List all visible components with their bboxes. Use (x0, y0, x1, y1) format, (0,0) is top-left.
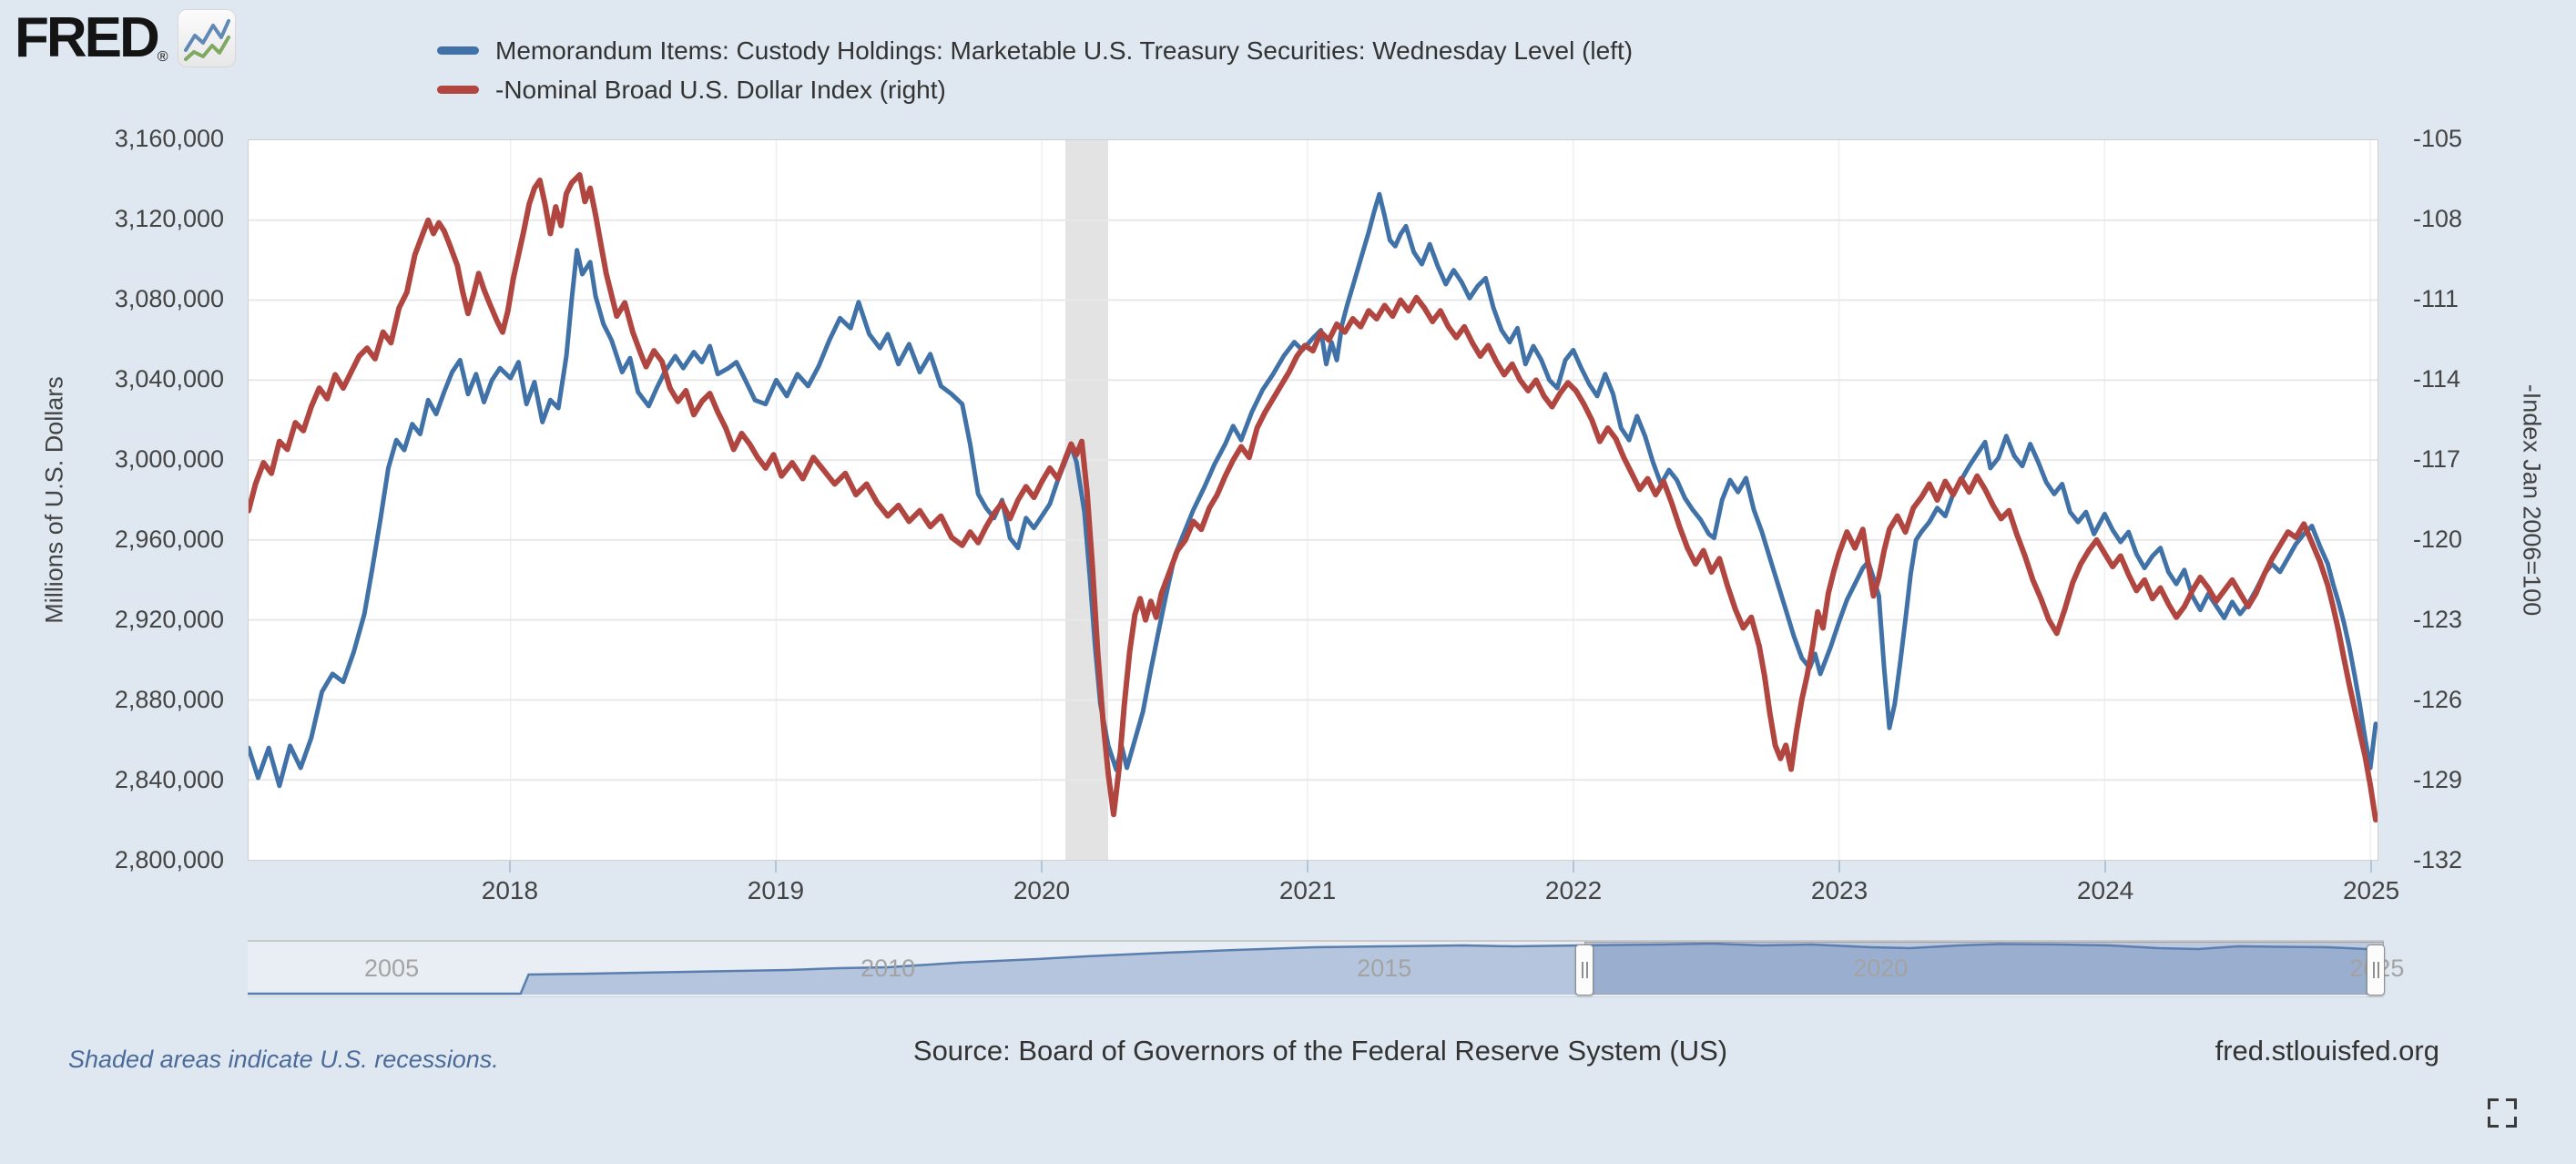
fred-chart-icon (177, 9, 236, 67)
fred-logo[interactable]: FRED ® (15, 9, 236, 67)
slider-year-label: 2015 (1357, 955, 1412, 982)
y-tick-label-right: -117 (2413, 445, 2461, 473)
x-tick-mark (1573, 861, 1575, 873)
y-tick-label-left: 3,160,000 (114, 125, 224, 152)
y-tick-label-left: 3,120,000 (114, 205, 224, 232)
fullscreen-button[interactable] (2488, 1098, 2517, 1128)
y-tick-label-right: -126 (2413, 686, 2463, 713)
slider-year-label: 2010 (860, 955, 916, 982)
slider-handle-left[interactable] (1575, 944, 1594, 996)
y-tick-label-right: -123 (2413, 606, 2463, 633)
left-axis-title: Millions of U.S. Dollars (40, 376, 68, 624)
slider-year-label: 2005 (364, 955, 420, 982)
x-tick-mark (2370, 861, 2373, 873)
right-axis-title: -Index Jan 2006=100 (2518, 383, 2546, 617)
y-tick-label-left: 3,040,000 (114, 365, 224, 393)
source-attribution: Source: Board of Governors of the Federa… (912, 1035, 1728, 1067)
recession-note: Shaded areas indicate U.S. recessions. (68, 1046, 499, 1073)
y-tick-label-left: 2,920,000 (114, 606, 224, 633)
y-tick-label-right: -108 (2413, 205, 2463, 232)
x-tick-mark (1838, 861, 1841, 873)
legend-swatch-blue (437, 46, 479, 55)
legend: Memorandum Items: Custody Holdings: Mark… (437, 31, 1633, 109)
fred-site-link[interactable]: fred.stlouisfed.org (2215, 1035, 2439, 1067)
x-tick-label: 2021 (1278, 876, 1337, 904)
legend-item-custody-holdings[interactable]: Memorandum Items: Custody Holdings: Mark… (437, 31, 1633, 70)
x-tick-label: 2019 (747, 876, 805, 904)
y-tick-label-left: 3,000,000 (114, 445, 224, 473)
x-tick-label: 2023 (1810, 876, 1868, 904)
x-tick-label: 2024 (2076, 876, 2134, 904)
x-tick-mark (774, 861, 777, 873)
x-tick-label: 2022 (1544, 876, 1603, 904)
x-tick-label: 2020 (1013, 876, 1071, 904)
fred-logo-text: FRED (15, 6, 160, 69)
chart-series-canvas (249, 140, 2377, 860)
legend-label: Memorandum Items: Custody Holdings: Mark… (495, 36, 1634, 65)
y-tick-label-right: -120 (2413, 526, 2463, 553)
y-tick-label-left: 2,880,000 (114, 686, 224, 713)
slider-handle-right[interactable] (2367, 944, 2385, 996)
y-tick-label-right: -111 (2413, 285, 2459, 312)
x-tick-label: 2025 (2342, 876, 2400, 904)
legend-label: -Nominal Broad U.S. Dollar Index (right) (495, 75, 946, 104)
y-tick-label-left: 2,840,000 (114, 766, 224, 793)
x-tick-mark (1307, 861, 1308, 873)
fullscreen-icon (2488, 1098, 2499, 1109)
x-tick-label: 2018 (481, 876, 539, 904)
y-tick-label-right: -132 (2413, 846, 2463, 873)
y-tick-label-left: 3,080,000 (114, 285, 224, 312)
slider-year-label: 2020 (1853, 955, 1909, 982)
plot-area[interactable] (248, 139, 2378, 861)
y-tick-label-right: -105 (2413, 125, 2463, 152)
x-tick-mark (508, 861, 511, 873)
y-tick-label-left: 2,800,000 (114, 846, 224, 873)
y-tick-label-left: 2,960,000 (114, 526, 224, 553)
registered-trademark: ® (157, 49, 168, 65)
legend-swatch-red (437, 86, 479, 94)
x-tick-mark (1040, 861, 1043, 873)
legend-item-dollar-index[interactable]: -Nominal Broad U.S. Dollar Index (right) (437, 70, 1633, 109)
y-tick-label-right: -129 (2413, 766, 2463, 793)
y-tick-label-right: -114 (2413, 365, 2461, 393)
date-range-slider[interactable]: 20052010201520202025 (248, 940, 2404, 997)
x-tick-mark (2104, 861, 2107, 873)
slider-selected-range[interactable] (1584, 942, 2384, 995)
